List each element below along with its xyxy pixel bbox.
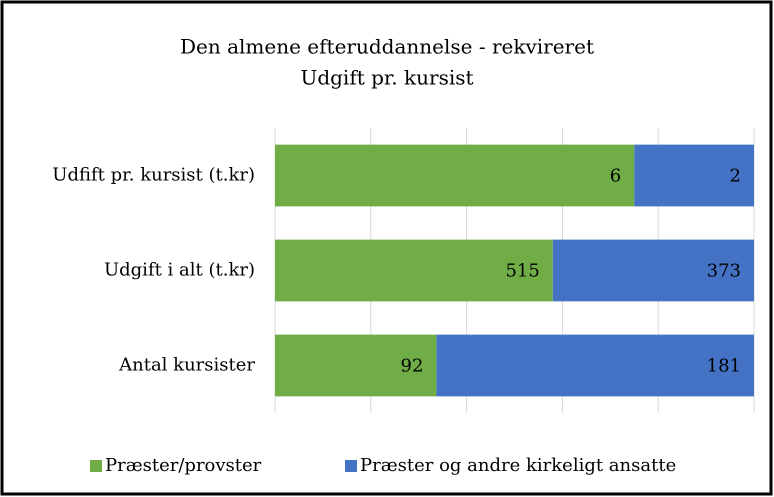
- y-tick-label: Udfift pr. kursist (t.kr): [52, 165, 255, 186]
- legend-label: Præster og andre kirkeligt ansatte: [360, 455, 676, 476]
- data-label: 181: [707, 356, 741, 377]
- y-tick-label: Antal kursister: [118, 355, 255, 376]
- bar-segment: [275, 334, 437, 397]
- legend-swatch: [345, 460, 357, 472]
- legend-swatch: [90, 460, 102, 472]
- bar-segment: [275, 144, 635, 207]
- data-label: 6: [610, 166, 621, 187]
- data-label: 515: [505, 261, 539, 282]
- chart-subtitle: Udgift pr. kursist: [300, 66, 473, 90]
- y-tick-label: Udgift i alt (t.kr): [104, 260, 255, 281]
- chart-title: Den almene efteruddannelse - rekvireret: [180, 35, 594, 59]
- data-label: 92: [401, 356, 424, 377]
- data-label: 373: [707, 261, 741, 282]
- legend-label: Præster/provster: [105, 455, 262, 476]
- bar-segment: [552, 239, 754, 302]
- data-label: 2: [730, 166, 741, 187]
- bar-segment: [634, 144, 754, 207]
- bar-segment: [275, 239, 553, 302]
- bar-segment: [436, 334, 754, 397]
